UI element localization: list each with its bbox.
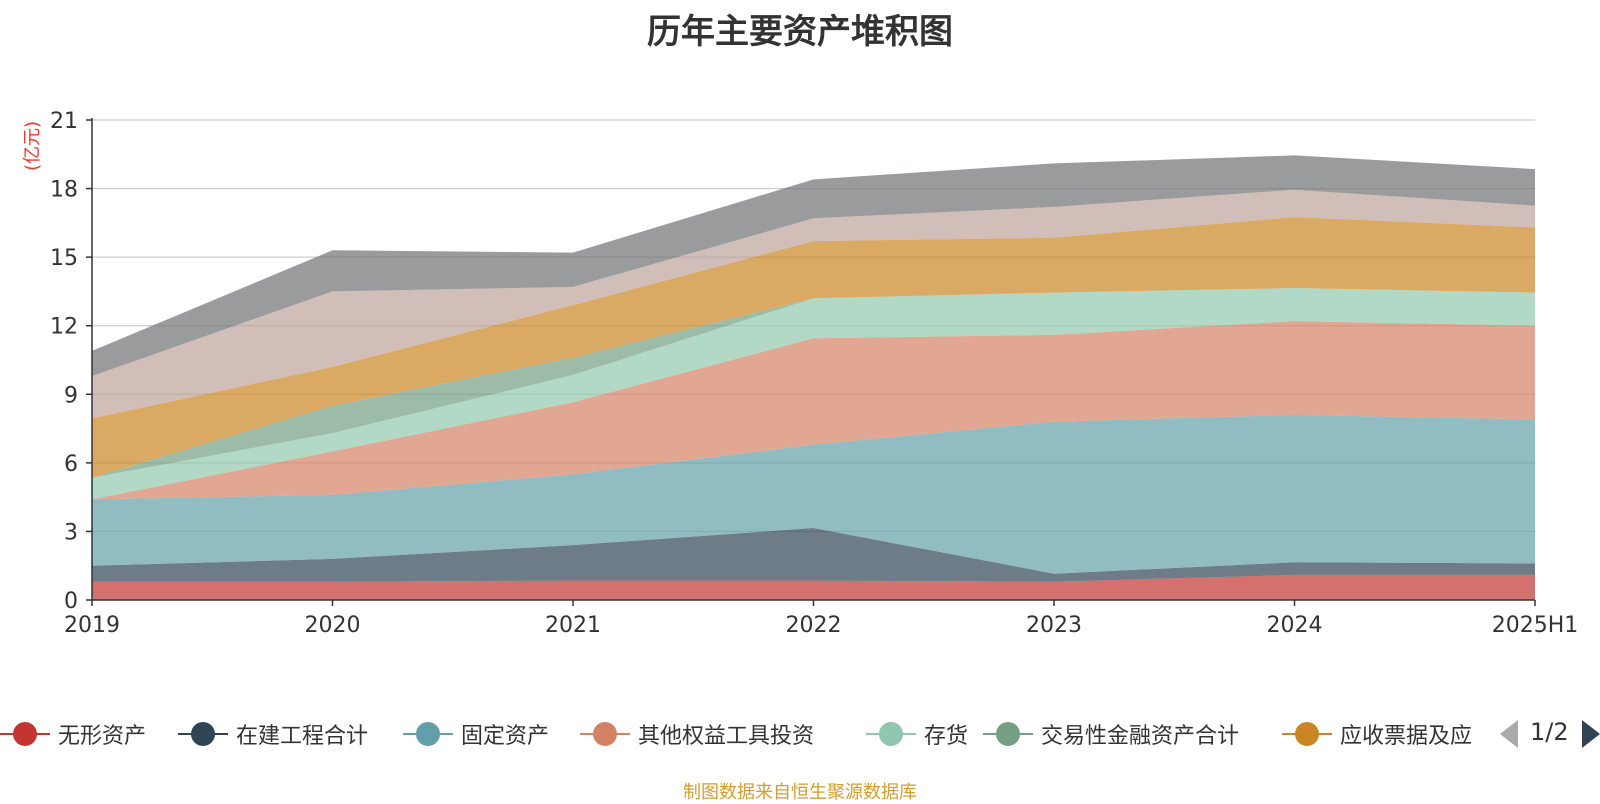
x-tick-label: 2022 [786,613,842,638]
source-note: 制图数据来自恒生聚源数据库 [683,782,917,803]
area-series-7 [92,217,1535,478]
legend-item-6[interactable]: 交易性金融资产合计 [983,714,1239,754]
legend-item-3[interactable]: 固定资产 [403,714,549,754]
area-series-4 [92,321,1535,500]
x-tick-label: 2021 [545,613,601,638]
legend: 无形资产 在建工程合计 固定资产 其他权益工具投资 存货 交易性金融资产合计 应收票据及应 [0,714,1600,754]
y-tick-label: 9 [64,383,78,408]
legend-page-indicator: 1/2 [1530,718,1569,746]
legend-label: 在建工程合计 [236,724,369,749]
legend-marker-icon [178,721,228,747]
legend-label: 固定资产 [461,724,550,749]
legend-label: 应收票据及应 [1340,724,1473,749]
legend-label: 其他权益工具投资 [638,724,815,749]
y-axis-unit-label: (亿元) [22,121,43,171]
legend-label: 存货 [924,724,969,749]
legend-label: 交易性金融资产合计 [1041,724,1240,749]
legend-marker-icon [1282,721,1332,747]
legend-marker-icon [580,721,630,747]
area-series-8 [92,189,1535,419]
legend-item-1[interactable]: 无形资产 [0,714,146,754]
legend-marker-icon [0,721,50,747]
legend-item-2[interactable]: 在建工程合计 [178,714,368,754]
y-tick-label: 15 [50,246,78,271]
area-series-2 [92,528,1535,582]
legend-next-page-icon[interactable] [1582,720,1600,748]
y-tick-label: 6 [64,452,78,477]
area-series-9 [92,155,1535,376]
legend-label: 无形资产 [58,724,147,749]
legend-marker-icon [403,721,453,747]
legend-item-4[interactable]: 其他权益工具投资 [580,714,814,754]
x-tick-label: 2019 [64,613,120,638]
legend-item-5[interactable]: 存货 [866,714,968,754]
legend-item-7[interactable]: 应收票据及应 [1282,714,1472,754]
area-series-3 [92,414,1535,574]
x-tick-label: 2025H1 [1492,613,1579,638]
y-tick-label: 3 [64,520,78,545]
x-tick-label: 2023 [1026,613,1082,638]
legend-marker-icon [983,721,1033,747]
legend-prev-page-icon[interactable] [1500,720,1518,748]
area-series-5 [92,288,1535,500]
y-tick-label: 12 [50,315,78,340]
y-tick-label: 0 [64,589,78,614]
legend-pager: 1/2 [1500,714,1600,754]
legend-marker-icon [866,721,916,747]
chart-title: 历年主要资产堆积图 [647,12,953,52]
y-tick-label: 21 [50,109,78,134]
y-tick-label: 18 [50,178,78,203]
x-tick-label: 2024 [1267,613,1323,638]
area-series-1 [92,574,1535,600]
x-tick-label: 2020 [305,613,361,638]
